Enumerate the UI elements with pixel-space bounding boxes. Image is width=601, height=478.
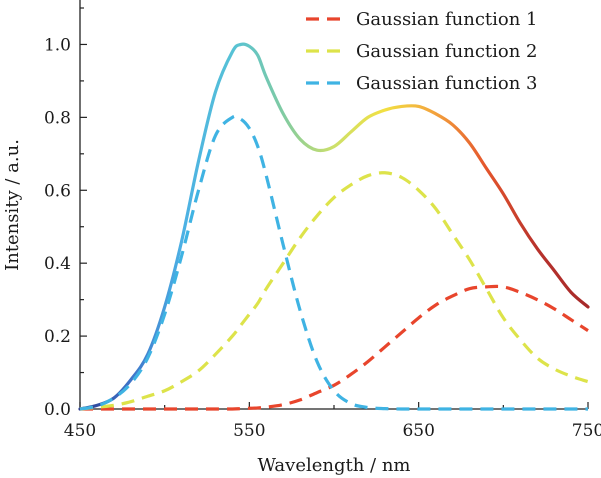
x-axis-label: Wavelength / nm xyxy=(257,455,410,476)
legend-label: Gaussian function 3 xyxy=(356,73,538,94)
series-line-gaussian-1 xyxy=(80,284,589,411)
x-ticks: 450 550 650 750 xyxy=(64,402,601,441)
legend-label: Gaussian function 1 xyxy=(356,9,538,30)
series-line-gaussian-2 xyxy=(79,171,589,411)
x-tick-label: 550 xyxy=(233,421,265,441)
y-tick-label: 0.6 xyxy=(44,181,71,201)
y-ticks: 0.0 0.2 0.4 0.6 0.8 1.0 xyxy=(44,7,87,420)
y-tick-label: 0.4 xyxy=(44,254,71,274)
series-line-gaussian-3 xyxy=(79,114,588,411)
y-tick-label: 0.8 xyxy=(44,108,71,128)
series-lines xyxy=(78,42,590,411)
x-tick-label: 650 xyxy=(402,421,434,441)
y-tick-label: 1.0 xyxy=(44,35,71,55)
legend: Gaussian function 1 Gaussian function 2 Ga… xyxy=(306,9,538,94)
legend-label: Gaussian function 2 xyxy=(356,41,538,62)
x-tick-label: 750 xyxy=(572,421,601,441)
y-tick-label: 0.2 xyxy=(44,327,71,347)
y-tick-label: 0.0 xyxy=(44,400,71,420)
x-tick-label: 450 xyxy=(64,421,96,441)
plot-area: 450 550 650 750 0.0 0.2 0.4 0.6 0.8 1.0 xyxy=(44,0,601,441)
total-spectrum-line xyxy=(78,42,590,411)
y-axis-label: Intensity / a.u. xyxy=(2,139,23,271)
